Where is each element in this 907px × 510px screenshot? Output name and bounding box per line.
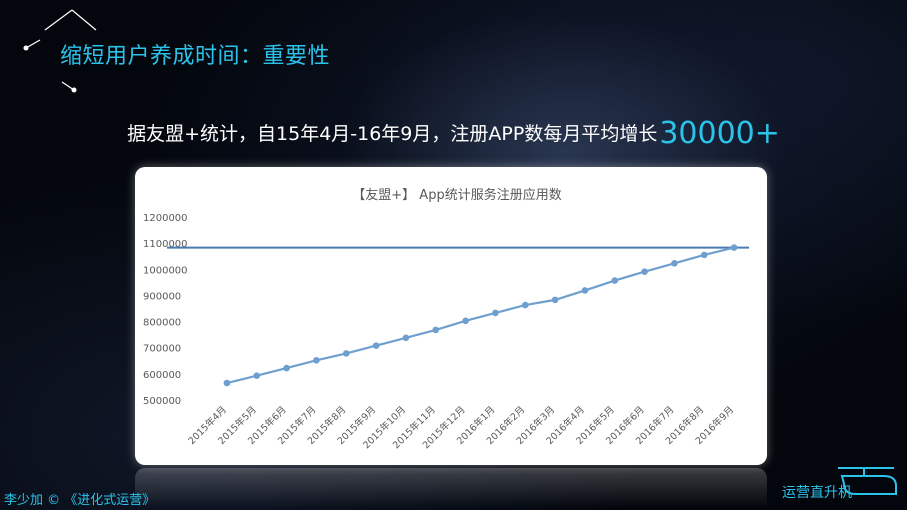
y-tick-label: 1000000 (143, 265, 188, 276)
subtitle: 据友盟+统计，自15年4月-16年9月，注册APP数每月平均增长30000+ (0, 116, 907, 151)
data-point (521, 301, 529, 309)
subtitle-highlight: 30000+ (659, 116, 780, 151)
subtitle-text: 据友盟+统计，自15年4月-16年9月，注册APP数每月平均增长 (127, 123, 658, 145)
data-point (283, 364, 290, 372)
x-axis: 2015年4月2015年5月2015年6月2015年7月2015年8月2015年… (186, 404, 736, 452)
data-point (641, 268, 648, 275)
y-tick-label: 900000 (143, 291, 181, 302)
data-point (671, 259, 678, 267)
footer-credit: 李少加 © 《进化式运营》 (4, 493, 156, 508)
slide-title: 缩短用户养成时间：重要性 (60, 44, 331, 69)
chart-title: 【友盟+】 App统计服务注册应用数 (352, 187, 561, 203)
data-point (432, 326, 440, 334)
corner-decoration (23, 9, 97, 93)
brand-name: 运营直升机 (782, 485, 852, 501)
series-registered-apps (167, 244, 749, 387)
y-tick-label: 1200000 (143, 213, 188, 224)
y-tick-label: 800000 (143, 318, 181, 329)
data-point (342, 350, 350, 357)
y-tick-label: 500000 (143, 396, 181, 407)
data-point (372, 342, 380, 349)
data-point (611, 277, 619, 284)
data-point (313, 356, 320, 364)
series-line (226, 246, 735, 385)
data-point (730, 244, 738, 251)
y-axis: 500000 600000 700000 800000 900000 1000000 110… (143, 213, 188, 407)
chart-reflection (135, 468, 767, 508)
data-point (223, 379, 231, 387)
y-tick-label: 700000 (143, 344, 181, 355)
y-tick-label: 1100000 (143, 239, 188, 250)
y-tick-label: 600000 (143, 370, 181, 381)
data-point (402, 334, 410, 342)
data-point (492, 309, 499, 317)
chart-card: 【友盟+】 App统计服务注册应用数 500000 600000 700000 800… (135, 167, 767, 465)
helicopter-logo-icon (838, 467, 897, 495)
line-chart: 【友盟+】 App统计服务注册应用数 500000 600000 700000 800… (143, 187, 749, 452)
data-point (581, 287, 589, 294)
data-point (700, 251, 708, 259)
data-point (253, 372, 261, 379)
data-point (551, 296, 559, 304)
data-point (462, 317, 469, 325)
